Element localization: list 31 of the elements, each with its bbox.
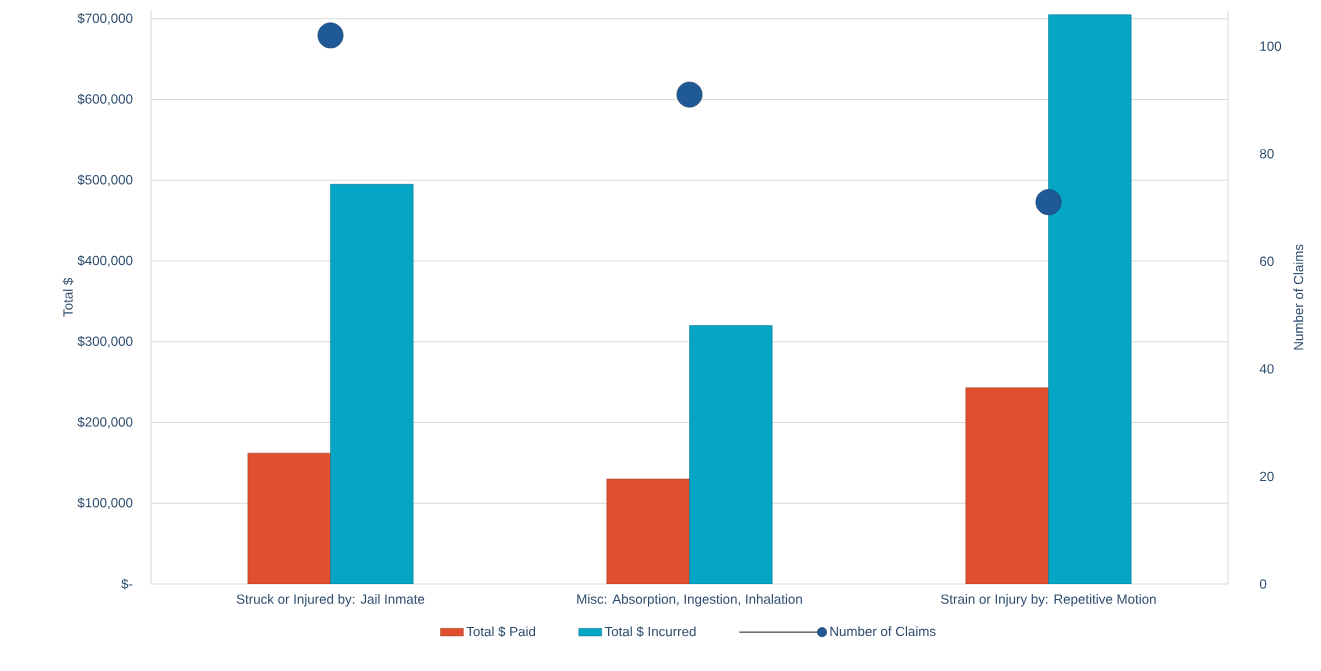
bar (1048, 14, 1132, 584)
y-tick-label: $100,000 (77, 497, 133, 510)
y2-tick-label: 80 (1259, 149, 1274, 159)
y2-tick-label: 20 (1260, 471, 1274, 482)
x-tick-label: Misc: Absorption, Ingestion, Inhalation (577, 594, 802, 607)
y2-tick-label: 100 (1260, 41, 1282, 51)
y-tick-label: $300,000 (77, 335, 133, 348)
bar (965, 387, 1049, 584)
bar (330, 184, 414, 584)
point (317, 22, 344, 49)
y2-tick-label: 60 (1260, 256, 1274, 267)
point (1035, 189, 1062, 216)
y2-axis-title: Number of Claims (1293, 244, 1304, 350)
legend-label: Number of Claims (830, 626, 936, 637)
y-axis-title: Total $ (62, 277, 74, 317)
y-tick-label: $600,000 (77, 93, 133, 106)
x-tick-label: Strain or Injury by: Repetitive Motion (941, 594, 1156, 607)
y-tick-label: $200,000 (77, 416, 133, 429)
y2-tick-label: 0 (1259, 579, 1267, 589)
bar (689, 325, 773, 584)
y-tick-label: $- (121, 578, 133, 590)
legend-label: Total $ Paid (466, 626, 536, 638)
y-tick-label: $500,000 (77, 174, 133, 187)
bar (606, 478, 690, 584)
y-tick-label: $400,000 (77, 255, 133, 267)
legend-label: Total $ Incurred (604, 626, 696, 638)
bar (247, 452, 331, 584)
point (676, 81, 703, 108)
y-tick-label: $700,000 (77, 12, 133, 25)
x-tick-label: Struck or Injured by: Jail Inmate (236, 594, 425, 607)
y2-tick-label: 40 (1259, 364, 1274, 374)
